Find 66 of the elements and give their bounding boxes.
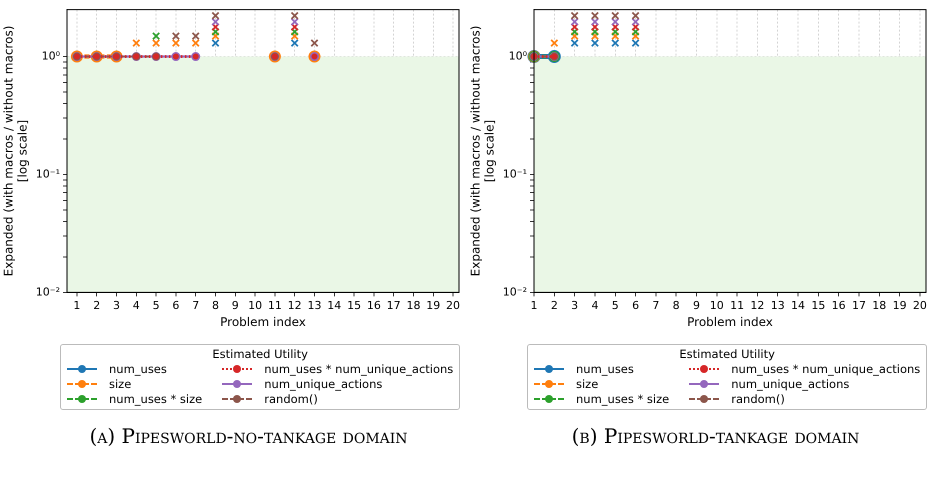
x-tick-label: 2 [550, 298, 558, 312]
x-tick-label: 5 [612, 298, 619, 312]
x-tick-label: 9 [232, 298, 239, 312]
x-axis-title: Problem index [687, 314, 773, 329]
x-tick-label: 14 [791, 298, 806, 312]
x-tick-label: 12 [288, 298, 302, 312]
legend-title: Estimated Utility [211, 347, 309, 361]
legend-label: num_unique_actions [731, 377, 850, 391]
legend-label: num_uses * num_unique_actions [731, 362, 920, 376]
x-tick-label: 13 [770, 298, 785, 312]
x-tick-label: 19 [892, 298, 907, 312]
x-tick-label: 2 [93, 298, 100, 312]
y-axis-title: Expanded (with macros / without macros) [log scale] [468, 26, 497, 276]
x-tick-label: 6 [632, 298, 640, 312]
x-tick-label: 17 [852, 298, 866, 312]
legend-label: random() [731, 392, 785, 406]
y-tick-label: 10⁻² [36, 285, 60, 298]
legend-label: num_uses [109, 362, 167, 376]
y-tick-label: 10⁻¹ [36, 167, 60, 180]
x-tick-label: 3 [113, 298, 120, 312]
legend-label: num_uses * num_unique_actions [264, 362, 454, 376]
x-axis-title: Problem index [220, 314, 306, 329]
x-tick-label: 15 [811, 298, 826, 312]
legend-title: Estimated Utility [678, 347, 776, 361]
legend-label: random() [264, 392, 318, 406]
legend-label: num_unique_actions [264, 377, 382, 391]
legend-label: size [576, 377, 598, 391]
y-tick-label: 10⁰ [508, 49, 528, 62]
x-tick-label: 20 [912, 298, 927, 312]
legend-label: size [109, 377, 132, 391]
x-tick-label: 10 [710, 298, 724, 312]
x-tick-label: 18 [872, 298, 886, 312]
x-tick-label: 1 [530, 298, 538, 312]
legend-label: num_uses * size [576, 392, 670, 406]
x-tick-label: 19 [426, 298, 440, 312]
text: (b) Pipesworld-tankage domain [570, 424, 860, 448]
x-tick-label: 8 [672, 298, 680, 312]
legend-label: num_uses [576, 362, 634, 376]
x-tick-label: 15 [347, 298, 362, 312]
y-tick-label: 10⁻² [502, 285, 528, 298]
x-tick-label: 5 [152, 298, 160, 312]
x-tick-label: 3 [571, 298, 578, 312]
x-tick-label: 9 [692, 298, 700, 312]
text: (a) Pipesworld-no-tankage domain [88, 424, 409, 448]
x-tick-label: 20 [446, 298, 460, 312]
x-tick-label: 6 [172, 298, 180, 312]
x-tick-label: 1 [73, 298, 80, 312]
y-axis-title: Expanded (with macros / without macros) [log scale] [1, 26, 30, 276]
y-tick-label: 10⁰ [42, 49, 61, 62]
x-tick-label: 7 [192, 298, 200, 312]
x-tick-label: 4 [132, 298, 140, 312]
legend-label: num_uses * size [109, 392, 202, 406]
x-tick-label: 16 [832, 298, 846, 312]
x-tick-label: 14 [327, 298, 342, 312]
x-tick-label: 12 [750, 298, 764, 312]
x-tick-label: 13 [307, 298, 322, 312]
x-tick-label: 4 [591, 298, 598, 312]
x-tick-label: 17 [386, 298, 401, 312]
x-tick-label: 11 [730, 298, 744, 312]
x-tick-label: 16 [366, 298, 381, 312]
x-tick-label: 11 [268, 298, 282, 312]
y-tick-label: 10⁻¹ [502, 167, 528, 180]
x-tick-label: 7 [652, 298, 660, 312]
x-tick-label: 10 [248, 298, 262, 312]
x-tick-label: 8 [212, 298, 219, 312]
x-tick-label: 18 [406, 298, 420, 312]
